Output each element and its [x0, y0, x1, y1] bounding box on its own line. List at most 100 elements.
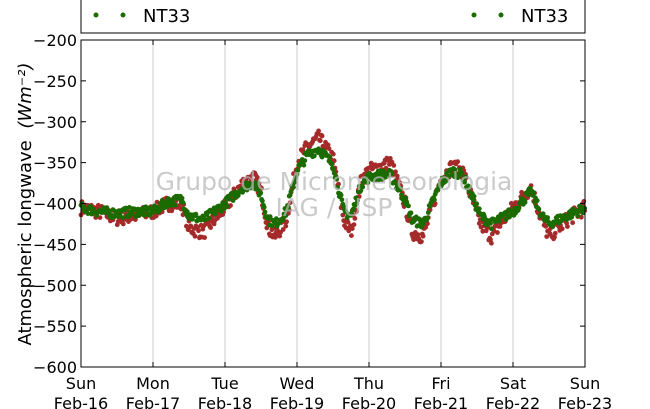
scatter-point — [338, 192, 344, 198]
scatter-point — [457, 166, 463, 172]
scatter-point — [495, 230, 500, 235]
scatter-point — [398, 186, 404, 192]
scatter-point — [277, 233, 283, 239]
x-tick-day-label: Sat — [500, 374, 526, 393]
scatter-point — [258, 190, 264, 196]
y-tick-label: −500 — [33, 276, 77, 295]
scatter-point — [496, 218, 502, 224]
scatter-point — [222, 200, 228, 206]
watermark-line-1: Grupo de Micrometeorologia — [156, 167, 513, 196]
scatter-point — [329, 161, 334, 167]
scatter-point — [423, 224, 429, 230]
scatter-point — [325, 142, 331, 148]
scatter-point — [267, 214, 273, 220]
scatter-point — [420, 221, 426, 227]
scatter-point — [120, 221, 126, 227]
scatter-point — [432, 201, 438, 207]
scatter-point — [254, 174, 260, 180]
scatter-point — [489, 240, 494, 246]
scatter-point — [488, 221, 493, 226]
y-tick-label: −300 — [33, 113, 77, 132]
scatter-point — [135, 206, 141, 212]
scatter-point — [288, 189, 294, 194]
scatter-point — [531, 190, 537, 196]
scatter-point — [570, 220, 575, 226]
legend-label-2: NT33 — [521, 6, 568, 27]
scatter-point — [141, 212, 147, 218]
scatter-point — [360, 184, 366, 190]
legend: NT33 NT33 — [80, 0, 586, 34]
scatter-point — [438, 183, 444, 189]
scatter-point — [471, 193, 477, 199]
y-tick-label: −350 — [33, 154, 77, 173]
scatter-point — [180, 200, 186, 205]
scatter-point — [536, 206, 542, 212]
scatter-point — [540, 211, 546, 217]
x-tick-day-label: Sun — [570, 374, 600, 393]
scatter-point — [292, 179, 297, 185]
scatter-point — [302, 158, 308, 164]
scatter-point — [283, 223, 289, 229]
scatter-point — [550, 224, 556, 230]
scatter-point — [319, 133, 325, 139]
scatter-point — [466, 189, 472, 194]
scatter-point — [193, 211, 199, 217]
x-tick-date-label: Feb-21 — [414, 394, 468, 409]
scatter-point — [425, 210, 431, 216]
scatter-point — [394, 183, 400, 188]
x-axis: SunFeb-16MonFeb-17TueFeb-18WedFeb-19ThuF… — [54, 40, 612, 409]
x-tick-day-label: Sun — [66, 374, 96, 393]
scatter-point — [552, 234, 557, 240]
x-tick-date-label: Feb-19 — [270, 394, 324, 409]
scatter-point — [230, 198, 236, 203]
scatter-point — [287, 192, 293, 198]
scatter-point — [202, 235, 208, 241]
scatter-point — [330, 167, 336, 173]
scatter-point — [455, 159, 461, 165]
scatter-point — [543, 223, 549, 229]
scatter-point — [214, 208, 220, 213]
scatter-point — [208, 225, 214, 231]
scatter-point — [254, 182, 260, 188]
scatter-point — [339, 197, 345, 203]
x-tick-day-label: Thu — [353, 374, 384, 393]
scatter-point — [349, 226, 355, 232]
scatter-point — [196, 228, 201, 234]
scatter-point — [280, 227, 286, 232]
scatter-point — [291, 184, 296, 190]
scatter-point — [345, 219, 351, 225]
scatter-point — [575, 213, 581, 219]
scatter-point — [350, 206, 356, 212]
scatter-point — [463, 174, 468, 180]
scatter-point — [552, 230, 558, 236]
scatter-point — [97, 215, 103, 221]
scatter-point — [462, 179, 467, 185]
scatter-point — [516, 205, 522, 211]
x-tick-day-label: Mon — [136, 374, 170, 393]
scatter-point — [419, 239, 424, 245]
scatter-point — [85, 211, 91, 217]
y-axis-label: Atmospheric longwave (Wm⁻²) — [15, 62, 36, 345]
legend-marker-1a — [93, 12, 99, 18]
scatter-point — [544, 234, 550, 240]
scatter-point — [206, 215, 212, 221]
y-tick-label: −600 — [33, 358, 77, 377]
x-tick-day-label: Tue — [210, 374, 238, 393]
scatter-point — [240, 189, 246, 195]
scatter-point — [331, 158, 337, 164]
scatter-point — [375, 172, 380, 178]
x-tick-date-label: Feb-18 — [198, 394, 252, 409]
scatter-point — [503, 217, 509, 222]
x-tick-date-label: Feb-16 — [54, 394, 108, 409]
scatter-point — [273, 234, 278, 240]
watermark-line-2: IAG / USP — [276, 193, 393, 222]
scatter-point — [294, 171, 300, 177]
y-tick-label: −200 — [33, 31, 77, 50]
legend-label-1: NT33 — [143, 6, 190, 27]
scatter-point — [260, 198, 265, 204]
scatter-point — [248, 177, 254, 183]
scatter-point — [358, 188, 364, 193]
scatter-point — [301, 162, 307, 168]
scatter-point — [399, 192, 404, 198]
